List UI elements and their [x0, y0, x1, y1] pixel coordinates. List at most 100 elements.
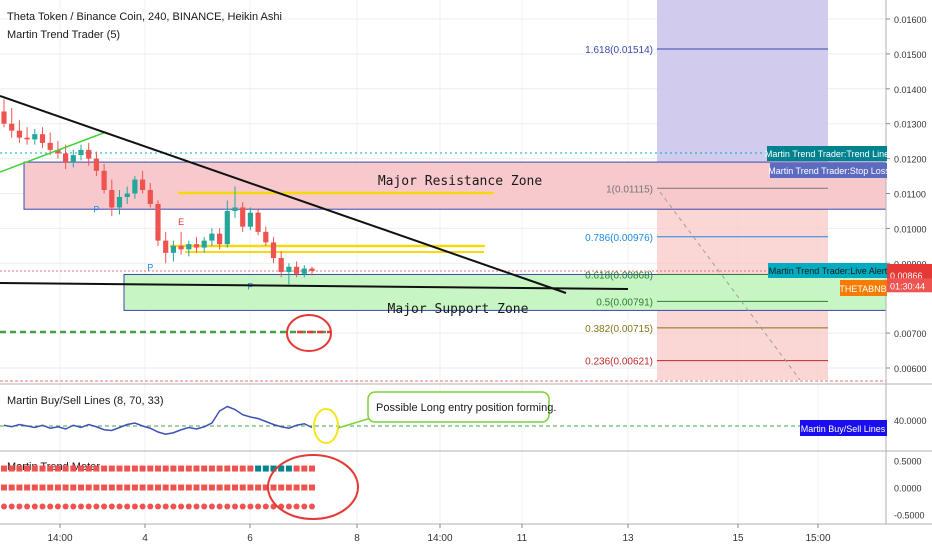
trend-meter-square	[131, 484, 138, 491]
candle-body	[255, 212, 261, 232]
trend-meter-dot	[8, 503, 15, 510]
trend-line-tag: Martin Trend Trader:Trend Line	[765, 149, 889, 159]
trend-meter-square	[247, 465, 254, 472]
trend-meter-square	[47, 484, 54, 491]
projection-blue-box	[657, 0, 828, 190]
trend-meter-square	[108, 465, 115, 472]
candle-body	[124, 193, 130, 197]
trend-line-tag-bg	[767, 146, 887, 161]
trend-meter-square	[124, 484, 131, 491]
trend-meter-square	[193, 465, 200, 472]
trend-meter-square	[62, 484, 69, 491]
trend-meter-dot	[78, 503, 84, 510]
trend-meter-square	[224, 465, 231, 472]
trend-meter-dot	[201, 503, 208, 510]
time-tick-label: 4	[142, 533, 148, 544]
trend-meter-square	[16, 484, 23, 491]
trend-meter-square	[293, 465, 300, 472]
trend-meter-square	[278, 484, 285, 491]
candle-body	[132, 179, 138, 194]
trend-meter-dot	[54, 503, 61, 510]
candle-body	[294, 266, 300, 274]
stop-loss-tag: Martin Trend Trader:Stop Loss	[768, 166, 890, 176]
candle-body	[47, 142, 53, 150]
trend-meter-square	[239, 465, 246, 472]
trend-meter-square	[216, 484, 223, 491]
trend-meter-square	[54, 465, 61, 472]
fib-label: 0.5(0.00791)	[596, 297, 653, 308]
trend-meter-dot	[285, 503, 292, 510]
trend-meter-square	[247, 484, 254, 491]
trend-meter-square	[131, 465, 138, 472]
time-tick-label: 15:00	[805, 533, 830, 544]
trend-meter-dot	[208, 503, 215, 510]
trend-meter-square	[255, 465, 262, 472]
time-tick-label: 8	[354, 533, 360, 544]
time-tick-label: 14:00	[47, 533, 72, 544]
trend-meter-title: Martin Trend Meter	[7, 461, 100, 473]
candle-body	[9, 123, 15, 131]
trend-meter-square	[85, 484, 92, 491]
trend-meter-dot	[116, 503, 123, 510]
trend-meter-square	[147, 465, 154, 472]
trend-meter-dot	[24, 503, 31, 510]
trend-meter-dot	[93, 503, 100, 510]
trend-meter-square	[208, 484, 215, 491]
price-label: 01:30:44	[890, 281, 925, 291]
trend-meter-dot	[224, 503, 231, 510]
candle-body	[24, 137, 30, 140]
candlestick-series	[1, 99, 315, 285]
trend-meter-dot	[1, 503, 7, 510]
candle-marker: P	[147, 262, 153, 272]
trend-meter-dot	[70, 503, 77, 510]
trend-meter-square	[170, 484, 177, 491]
trend-meter-square	[293, 484, 300, 491]
trend-meter-square	[301, 465, 308, 472]
symbol-tag: THETABNB	[839, 284, 886, 294]
callout-box	[367, 391, 550, 423]
candle-body	[178, 245, 184, 250]
trend-meter-square	[24, 484, 31, 491]
trend-meter-square	[85, 465, 92, 472]
trend-meter-dot	[239, 503, 246, 510]
trend-meter-dot	[131, 503, 138, 510]
time-axis[interactable]: 14:00 4 6 8 14:00 11 13 15 15:00	[47, 524, 831, 544]
trend-meter-square	[1, 465, 7, 472]
fib-label: 0.382(0.00715)	[585, 324, 653, 335]
trend-meter-dot	[293, 503, 300, 510]
trend-meter-tick-label: 0.5000	[894, 456, 922, 466]
trend-meter-square	[162, 484, 169, 491]
trend-meter-dot	[185, 503, 192, 510]
trend-meter-dot	[47, 503, 54, 510]
trend-meter-square	[70, 484, 77, 491]
price-axis[interactable]: 0.01600 0.01500 0.01400 0.01300 0.01200 0.011…	[886, 15, 932, 374]
fib-label: 1.618(0.01514)	[585, 45, 653, 56]
trend-meter-square	[139, 484, 146, 491]
candle-body	[278, 258, 284, 273]
projection-dashed-line	[659, 191, 801, 381]
trend-meter-square	[301, 484, 308, 491]
trend-meter-square	[309, 465, 315, 472]
trend-meter-square	[278, 465, 285, 472]
black-descending-trend-line	[0, 95, 567, 294]
candle-body	[193, 244, 200, 248]
price-tick-label: 0.01600	[894, 15, 927, 25]
candle-marker: P	[247, 281, 253, 291]
price-tick-label: 0.01100	[894, 190, 926, 200]
trend-meter-dot	[39, 503, 46, 510]
candle-markers: P P E P	[93, 205, 253, 292]
trend-meter-square	[39, 484, 46, 491]
trend-meter-square	[162, 465, 169, 472]
oscillator-title: Martin Buy/Sell Lines (8, 70, 33)	[7, 395, 164, 407]
price-tick-label: 0.01400	[894, 85, 927, 95]
trend-meter-square	[285, 484, 292, 491]
trend-meter-dot	[31, 503, 38, 510]
trend-meter-dot	[216, 503, 223, 510]
trend-meter-square	[1, 484, 7, 491]
live-alert-tag-bg	[768, 263, 887, 278]
trend-meter-square	[262, 484, 269, 491]
trend-meter-dot	[309, 503, 315, 510]
trend-meter-square	[255, 484, 262, 491]
oscillator-axis: 40.0000	[894, 416, 927, 426]
